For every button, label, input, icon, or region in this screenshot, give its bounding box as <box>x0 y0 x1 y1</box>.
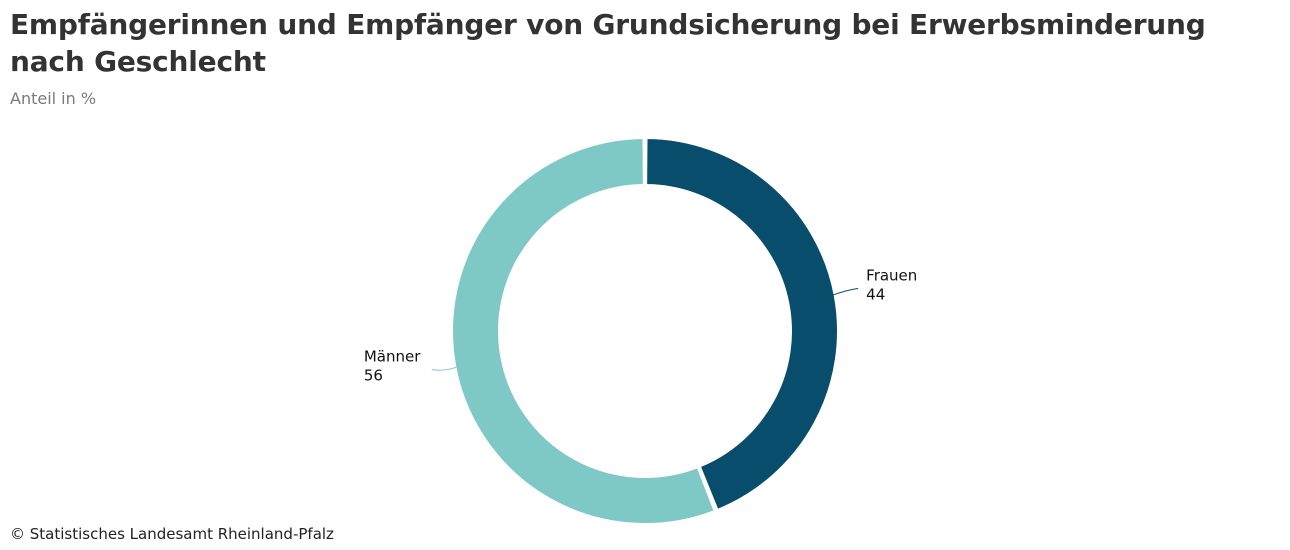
slice-label-value-männer: 56 <box>364 367 383 385</box>
slice-label-value-frauen: 44 <box>866 285 885 303</box>
source-credit: © Statistisches Landesamt Rheinland-Pfal… <box>10 525 334 543</box>
chart-title: Empfängerinnen und Empfänger von Grundsi… <box>10 8 1206 78</box>
leader-line-männer <box>431 366 458 371</box>
donut-slice-männer <box>451 137 716 525</box>
donut-slice-frauen <box>645 137 839 511</box>
chart-subtitle: Anteil in % <box>10 89 97 108</box>
slice-label-name-männer: Männer <box>364 348 421 366</box>
donut-slices <box>451 137 839 525</box>
leader-line-frauen <box>832 287 859 296</box>
slice-label-name-frauen: Frauen <box>866 266 917 284</box>
